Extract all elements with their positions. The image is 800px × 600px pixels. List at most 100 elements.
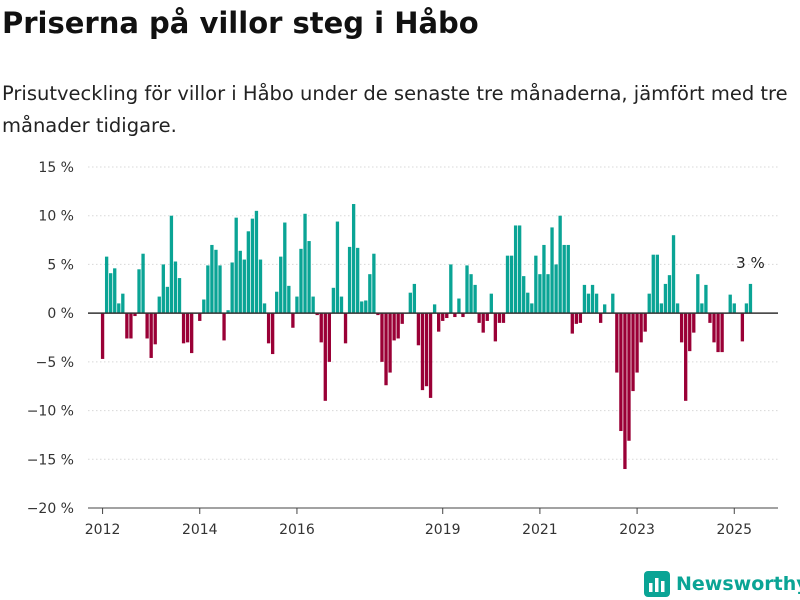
- bar: [343, 313, 348, 344]
- bar: [700, 303, 704, 314]
- bar: [270, 313, 275, 355]
- bar: [396, 313, 400, 339]
- y-tick-label: 10 %: [38, 209, 74, 225]
- bar: [303, 213, 307, 314]
- bar: [137, 269, 141, 314]
- bar: [364, 300, 368, 314]
- bar: [574, 313, 578, 324]
- bar: [562, 244, 566, 314]
- bar: [550, 227, 554, 314]
- bar: [416, 313, 421, 346]
- bar: [623, 313, 627, 470]
- bar: [586, 293, 591, 314]
- bar: [331, 287, 336, 314]
- bar: [339, 296, 344, 314]
- bar: [202, 299, 206, 314]
- bar: [104, 256, 109, 314]
- bar: [437, 313, 441, 332]
- bar: [307, 241, 311, 314]
- y-tick-label: 15 %: [38, 160, 74, 176]
- bar: [181, 313, 186, 344]
- bar: [145, 313, 149, 339]
- bar: [376, 313, 380, 316]
- x-tick-label: 2021: [522, 522, 558, 538]
- bar: [246, 231, 251, 314]
- bar: [262, 303, 267, 314]
- bar: [493, 313, 498, 342]
- bar: [570, 313, 574, 334]
- y-tick-label: 0 %: [47, 306, 74, 322]
- bar: [590, 284, 595, 314]
- bar: [675, 303, 680, 314]
- bar: [351, 204, 356, 314]
- bar: [408, 292, 412, 314]
- bar: [684, 313, 688, 401]
- bar: [598, 313, 603, 323]
- bar: [688, 313, 692, 352]
- bar: [696, 274, 700, 314]
- bar: [420, 313, 425, 391]
- x-tick-label: 2016: [279, 522, 315, 538]
- bar: [424, 313, 429, 387]
- bar: [473, 284, 477, 314]
- chart-title: Priserna på villor steg i Håbo: [2, 6, 479, 40]
- bar: [254, 210, 259, 314]
- bar: [291, 313, 295, 328]
- bar: [129, 313, 133, 339]
- bar: [380, 313, 384, 362]
- bar: [643, 313, 647, 332]
- bar: [230, 262, 234, 314]
- bar: [400, 313, 404, 324]
- brand-logo: Newsworthy: [644, 569, 800, 599]
- bar: [704, 284, 708, 314]
- bar: [412, 283, 417, 314]
- bar: [323, 313, 327, 401]
- bar: [611, 293, 615, 314]
- bar: [428, 313, 433, 398]
- bar: [238, 250, 242, 314]
- bar: [250, 218, 255, 314]
- bar: [481, 313, 485, 333]
- bar: [198, 313, 202, 321]
- bar: [275, 291, 279, 314]
- bar: [546, 274, 550, 314]
- bar: [279, 256, 283, 314]
- y-tick-label: −15 %: [27, 452, 74, 468]
- bar: [708, 313, 712, 323]
- bar: [712, 313, 716, 343]
- bar: [287, 285, 291, 314]
- bar: [185, 313, 190, 343]
- bar: [497, 313, 502, 323]
- bar: [594, 293, 599, 314]
- bar: [149, 313, 153, 358]
- bar: [663, 283, 668, 314]
- bar: [489, 293, 493, 314]
- bar: [222, 313, 226, 341]
- y-tick-label: 5 %: [47, 257, 74, 273]
- bar: [441, 313, 445, 321]
- bar: [542, 244, 546, 314]
- chart-subtitle: Prisutveckling för villor i Håbo under d…: [2, 82, 788, 137]
- bar: [728, 294, 732, 314]
- bar: [295, 296, 299, 314]
- bar: [283, 222, 287, 314]
- bar-chart-icon: [644, 571, 670, 597]
- bar: [748, 283, 753, 314]
- bar: [214, 249, 218, 314]
- bar: [538, 274, 542, 314]
- bar: [582, 284, 587, 314]
- bar: [190, 313, 194, 354]
- bar: [554, 264, 558, 314]
- bar: [360, 301, 364, 314]
- bar: [109, 273, 113, 314]
- x-tick-label: 2025: [716, 522, 752, 538]
- bar: [141, 253, 145, 314]
- bar: [206, 265, 210, 314]
- bar: [603, 304, 607, 314]
- bar: [477, 313, 481, 323]
- x-tick-label: 2023: [619, 522, 655, 538]
- bar: [157, 296, 161, 314]
- y-tick-label: −10 %: [27, 404, 74, 420]
- bar: [125, 313, 129, 339]
- bar: [121, 293, 125, 314]
